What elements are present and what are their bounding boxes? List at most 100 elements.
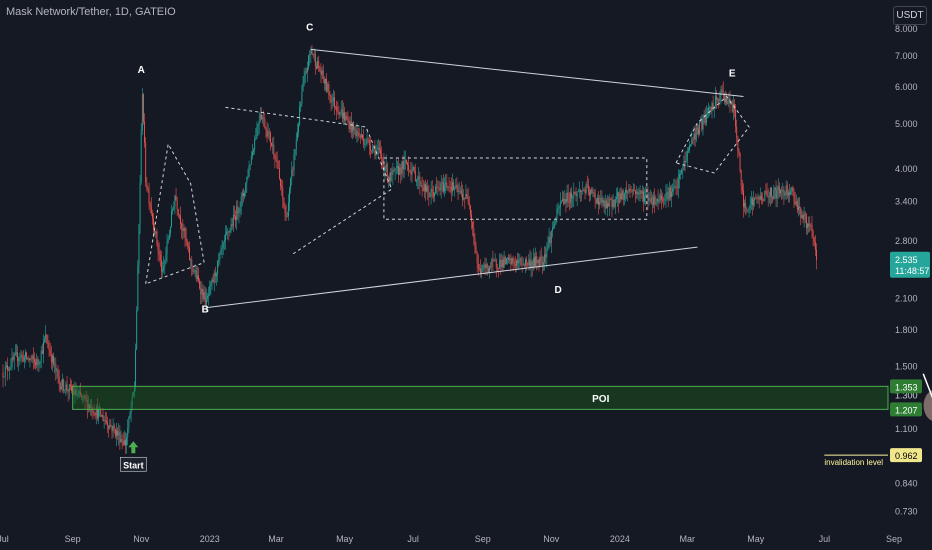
- candle-body: [195, 270, 197, 280]
- candle-body: [292, 169, 294, 171]
- candle-body: [249, 164, 251, 166]
- candle-body: [331, 100, 333, 103]
- candle-body: [418, 176, 420, 180]
- candle-body: [695, 127, 697, 140]
- candle-body: [720, 89, 722, 96]
- candle-body: [83, 395, 85, 397]
- candle-body: [237, 206, 239, 214]
- y-tick-label: 5.000: [895, 119, 918, 129]
- candle-body: [174, 195, 176, 207]
- candle-body: [667, 192, 669, 200]
- y-tick-label: 1.500: [895, 362, 918, 372]
- candle-body: [511, 258, 513, 265]
- candle-body: [303, 76, 305, 84]
- candle-body: [547, 244, 549, 249]
- candle-body: [373, 146, 375, 148]
- candle-body: [605, 200, 607, 209]
- currency-selector[interactable]: USDT: [893, 6, 927, 25]
- candle-body: [399, 167, 401, 175]
- candle-body: [731, 102, 733, 112]
- candle-body: [44, 339, 46, 342]
- candle-body: [792, 187, 794, 192]
- candle-body: [431, 188, 433, 193]
- candle-body: [617, 192, 619, 198]
- candle-body: [595, 199, 597, 204]
- candle-body: [428, 191, 430, 198]
- x-tick-label: Mar: [268, 534, 284, 544]
- candle-body: [467, 196, 469, 203]
- wave-dashed-line: [675, 95, 750, 174]
- candle-body: [543, 262, 544, 265]
- candle-body: [422, 187, 424, 192]
- candle-body: [235, 215, 237, 221]
- candle-body: [681, 169, 683, 174]
- candle-body: [480, 268, 481, 274]
- candle-body: [395, 167, 397, 169]
- candle-body: [231, 224, 233, 227]
- candle-body: [177, 209, 179, 215]
- candle-body: [268, 131, 270, 133]
- candle-body: [498, 268, 499, 269]
- candle-body: [774, 187, 776, 190]
- candle-body: [289, 189, 290, 203]
- candle-body: [193, 271, 195, 273]
- candle-body: [709, 106, 711, 108]
- candle-body: [439, 188, 441, 191]
- candle-body: [586, 184, 588, 186]
- candle-body: [766, 191, 768, 197]
- candle-body: [501, 259, 503, 268]
- candle-body: [98, 410, 99, 419]
- candle-body: [181, 224, 183, 229]
- candle-body: [362, 134, 364, 139]
- candle-body: [265, 128, 267, 130]
- candle-body: [653, 196, 655, 205]
- candle-body: [153, 218, 155, 230]
- candle-body: [508, 257, 510, 260]
- candle-body: [336, 106, 338, 112]
- candle-body: [635, 190, 637, 195]
- poi-top-badge-text: 1.353: [895, 382, 918, 392]
- y-tick-label: 1.300: [895, 390, 918, 400]
- candle-body: [347, 119, 349, 121]
- candle-body: [374, 146, 376, 156]
- candle-body: [63, 379, 65, 391]
- candle-body: [434, 192, 435, 197]
- candle-body: [71, 385, 72, 391]
- candle-body: [155, 231, 157, 234]
- candle-body: [456, 184, 458, 187]
- candle-body: [382, 158, 384, 163]
- wave-label-c: C: [306, 23, 313, 34]
- candle-body: [489, 266, 490, 272]
- wave-dashed-line: [225, 106, 393, 256]
- candle-body: [11, 357, 13, 368]
- candle-body: [747, 210, 749, 211]
- candle-body: [771, 187, 772, 198]
- candle-body: [20, 354, 22, 358]
- candle-body: [244, 192, 246, 197]
- candle-body: [332, 97, 334, 101]
- invalidation-label: invalidation level: [824, 458, 883, 467]
- candle-body: [522, 264, 524, 266]
- candle-body: [564, 199, 566, 204]
- invalidation-badge-text: 0.962: [895, 451, 918, 461]
- candle-body: [647, 194, 649, 201]
- candle-body: [335, 106, 337, 108]
- candle-body: [665, 194, 667, 200]
- candle-body: [203, 291, 205, 300]
- candle-body: [381, 153, 383, 159]
- candle-body: [163, 266, 165, 270]
- candle-body: [796, 201, 798, 211]
- candle-body: [400, 167, 402, 174]
- candle-body: [105, 420, 107, 422]
- candle-body: [518, 259, 520, 264]
- candle-body: [484, 264, 486, 269]
- candle-body: [293, 153, 295, 170]
- candle-body: [417, 179, 419, 181]
- candle-body: [674, 186, 676, 187]
- candle-body: [212, 279, 214, 282]
- candle-body: [380, 149, 381, 154]
- candle-body: [74, 389, 76, 395]
- candle-body: [168, 233, 170, 240]
- candle-body: [510, 258, 512, 265]
